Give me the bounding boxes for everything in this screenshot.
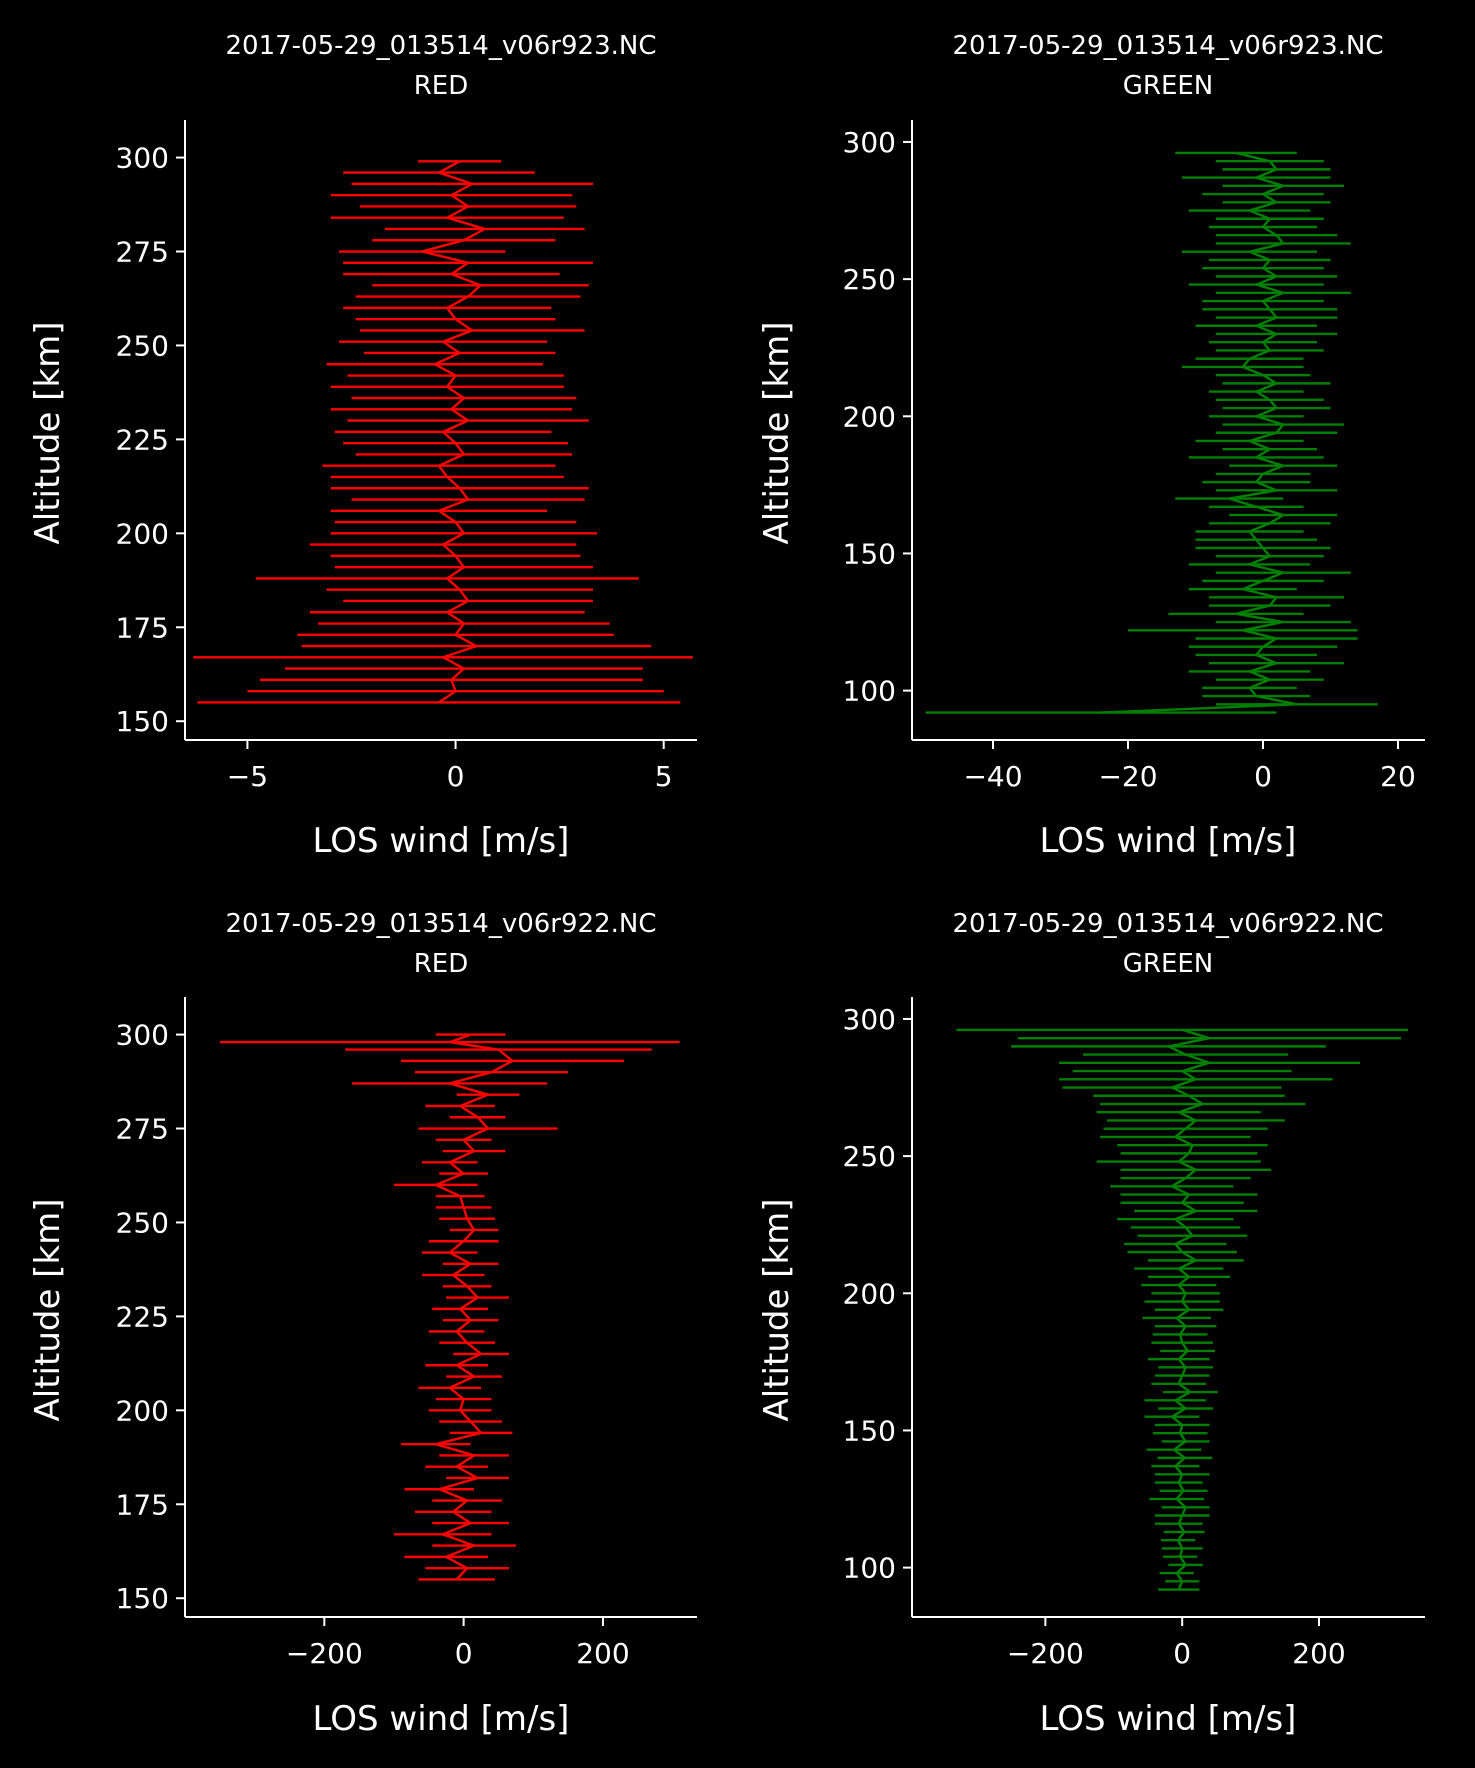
panel-title-channel: GREEN: [1123, 71, 1214, 101]
x-axis-label: LOS wind [m/s]: [1040, 1699, 1297, 1739]
y-tick-label: 300: [116, 142, 169, 175]
plot-area: 150 175 200 225 250 275 300 −200 0 200: [116, 997, 697, 1670]
y-axis-label: Altitude [km]: [757, 321, 797, 544]
y-tick-label: 150: [843, 537, 896, 570]
panel-title-channel: RED: [414, 71, 469, 101]
y-tick-label: 250: [116, 329, 169, 362]
y-tick-label: 250: [843, 263, 896, 296]
x-tick-label: 200: [576, 1637, 629, 1670]
x-tick-label: −200: [286, 1637, 363, 1670]
panel-title-channel: GREEN: [1123, 949, 1214, 979]
y-tick-label: 200: [116, 1394, 169, 1427]
y-tick-label: 175: [116, 611, 169, 644]
y-tick-label: 200: [843, 1277, 896, 1310]
y-tick-label: 150: [116, 1582, 169, 1615]
x-tick-label: −200: [1007, 1637, 1084, 1670]
y-tick-label: 225: [116, 423, 169, 456]
wind-profile-line: [1100, 151, 1298, 714]
panel-red-v06r923: 2017-05-29_013514_v06r923.NC RED 150 175 2…: [28, 31, 697, 861]
wind-profile-line: [1164, 1028, 1214, 1591]
y-tick-label: 300: [843, 1003, 896, 1036]
panel-title-file: 2017-05-29_013514_v06r922.NC: [952, 909, 1383, 939]
x-tick-label: 0: [1173, 1637, 1191, 1670]
plot-area: 100 150 200 250 300 −40 −20 0 20: [843, 120, 1425, 793]
x-tick-label: 0: [1254, 760, 1272, 793]
wind-profile-line: [417, 160, 488, 704]
x-tick-label: 0: [447, 760, 465, 793]
y-tick-label: 150: [843, 1414, 896, 1447]
y-tick-label: 100: [843, 675, 896, 708]
y-axis-label: Altitude [km]: [28, 321, 68, 544]
x-tick-label: 0: [455, 1637, 473, 1670]
panel-title-channel: RED: [414, 949, 469, 979]
y-tick-label: 275: [116, 1113, 169, 1146]
x-tick-label: 200: [1292, 1637, 1345, 1670]
panel-green-v06r923: 2017-05-29_013514_v06r923.NC GREEN 100 15…: [757, 31, 1425, 861]
x-tick-label: −5: [227, 760, 268, 793]
y-tick-label: 275: [116, 236, 169, 269]
y-tick-label: 150: [116, 705, 169, 738]
y-tick-label: 225: [116, 1300, 169, 1333]
y-tick-label: 250: [116, 1206, 169, 1239]
y-axis-label: Altitude [km]: [757, 1198, 797, 1421]
x-tick-label: 5: [655, 760, 673, 793]
x-axis-label: LOS wind [m/s]: [1040, 821, 1297, 861]
panel-title-file: 2017-05-29_013514_v06r923.NC: [952, 31, 1383, 61]
y-tick-label: 175: [116, 1488, 169, 1521]
y-tick-label: 300: [116, 1019, 169, 1052]
x-axis-label: LOS wind [m/s]: [313, 821, 570, 861]
panel-title-file: 2017-05-29_013514_v06r922.NC: [225, 909, 656, 939]
x-axis-label: LOS wind [m/s]: [313, 1699, 570, 1739]
y-tick-label: 300: [843, 126, 896, 159]
y-tick-label: 200: [843, 400, 896, 433]
x-tick-label: −20: [1098, 760, 1157, 793]
plot-area: 100 150 200 250 300 −200 0 200: [843, 997, 1425, 1670]
y-tick-label: 200: [116, 517, 169, 550]
y-tick-label: 250: [843, 1140, 896, 1173]
panel-title-file: 2017-05-29_013514_v06r923.NC: [225, 31, 656, 61]
y-axis-label: Altitude [km]: [28, 1198, 68, 1421]
wind-profile-line: [431, 1033, 515, 1581]
x-tick-label: −40: [963, 760, 1022, 793]
x-tick-label: 20: [1380, 760, 1416, 793]
y-tick-label: 100: [843, 1552, 896, 1585]
panel-green-v06r922: 2017-05-29_013514_v06r922.NC GREEN 100 15…: [757, 909, 1425, 1739]
panel-red-v06r922: 2017-05-29_013514_v06r922.NC RED 150 175 2…: [28, 909, 697, 1739]
plot-area: 150 175 200 225 250 275 300 −5 0 5: [116, 120, 697, 793]
